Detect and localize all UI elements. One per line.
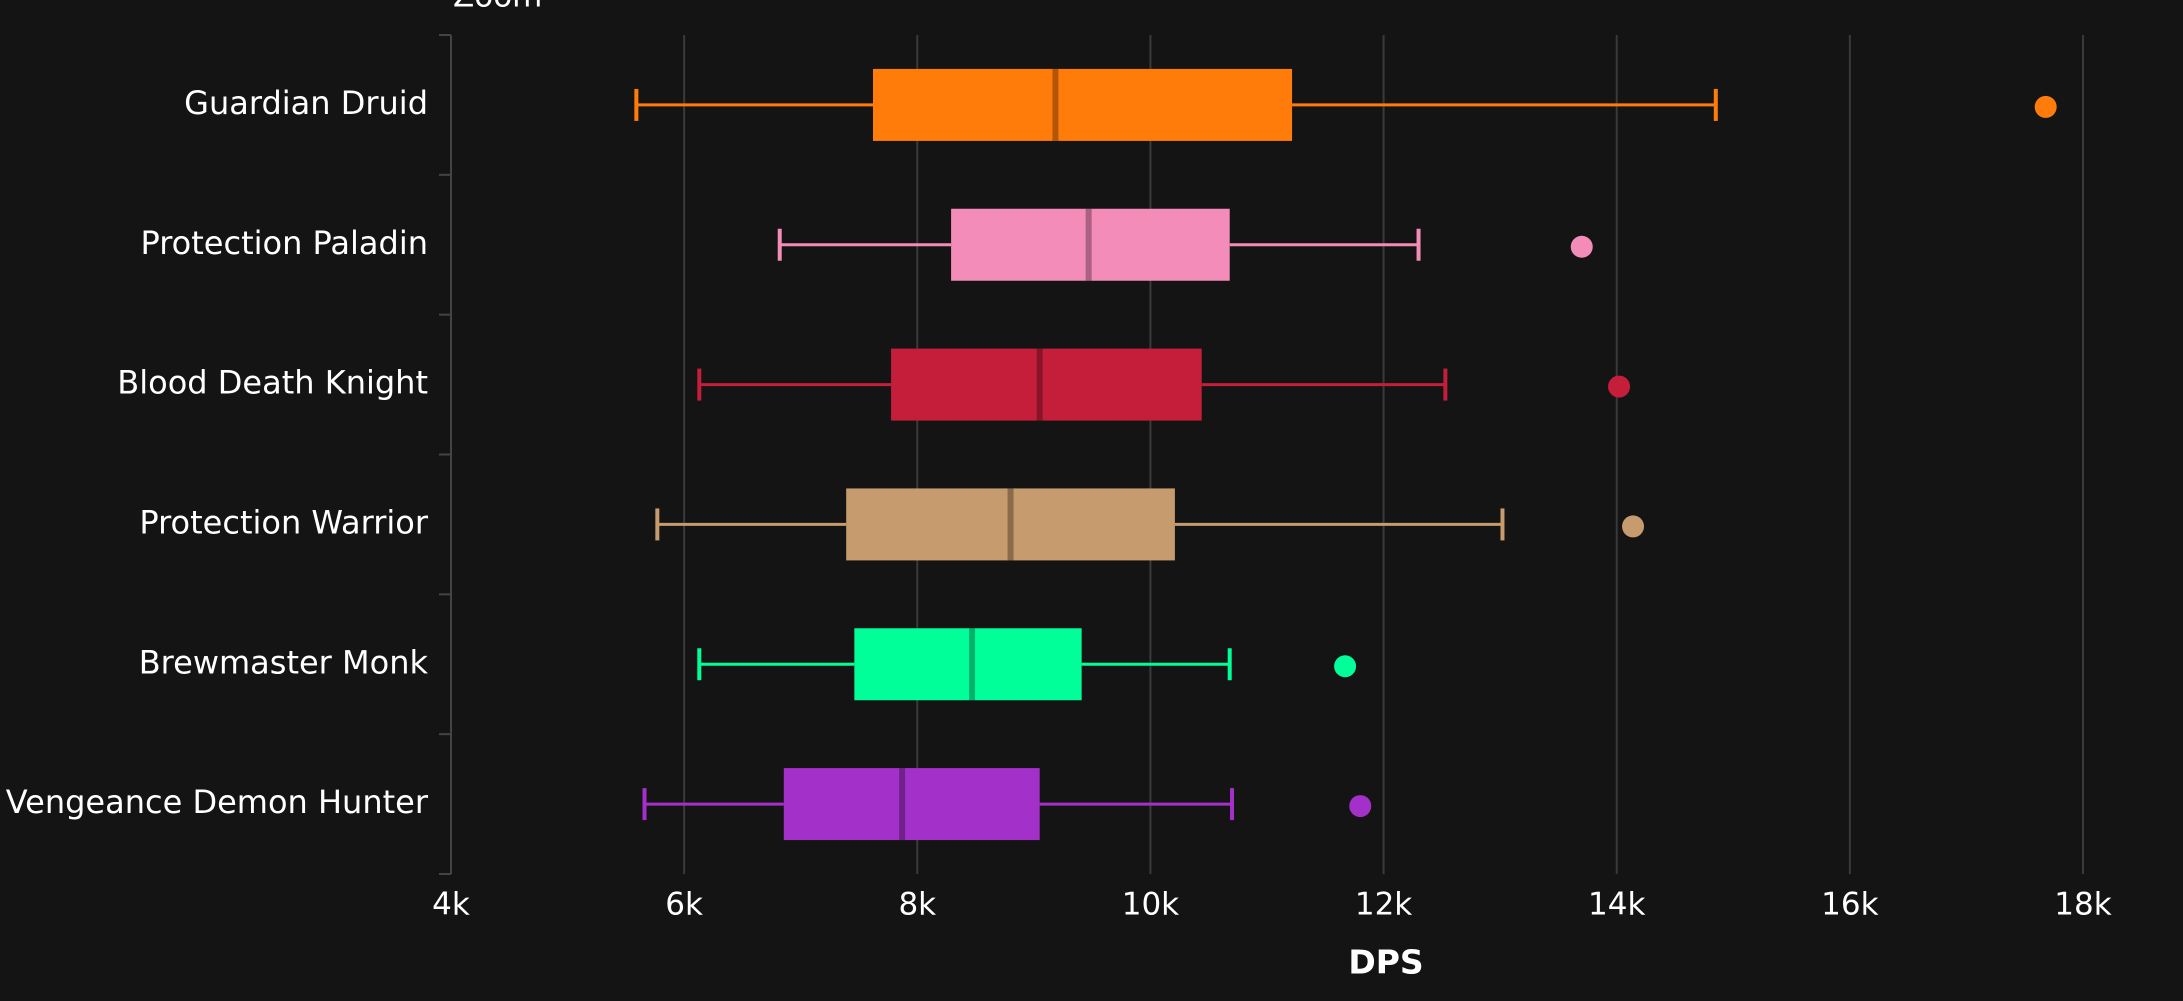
x-tick-label: 14k	[1588, 887, 1645, 923]
y-tick-label: Blood Death Knight	[117, 364, 428, 402]
y-tick-label: Vengeance Demon Hunter	[6, 783, 429, 821]
y-tick-label: Protection Warrior	[139, 503, 428, 541]
box	[951, 208, 1230, 281]
x-tick-label: 8k	[898, 887, 936, 923]
outlier	[1349, 795, 1372, 818]
outlier	[1570, 235, 1593, 258]
x-tick-label: 16k	[1821, 887, 1878, 923]
x-tick-label: 6k	[665, 887, 703, 923]
outlier	[1608, 375, 1631, 398]
outlier	[1622, 515, 1645, 538]
box	[854, 628, 1082, 701]
x-tick-label: 10k	[1122, 887, 1179, 923]
y-tick-label: Brewmaster Monk	[139, 643, 429, 681]
x-axis-title: DPS	[1348, 943, 1423, 982]
x-tick-label: 18k	[2054, 887, 2111, 923]
y-tick-label: Guardian Druid	[184, 84, 428, 122]
zoom-label: Zoom	[453, 0, 542, 15]
box	[783, 768, 1040, 841]
x-tick-label: 4k	[432, 887, 470, 923]
x-tick-label: 12k	[1355, 887, 1412, 923]
outlier	[2034, 95, 2057, 118]
outlier	[1334, 655, 1357, 678]
box	[872, 68, 1293, 141]
box	[891, 348, 1202, 421]
y-tick-label: Protection Paladin	[140, 224, 428, 262]
box	[846, 488, 1175, 561]
